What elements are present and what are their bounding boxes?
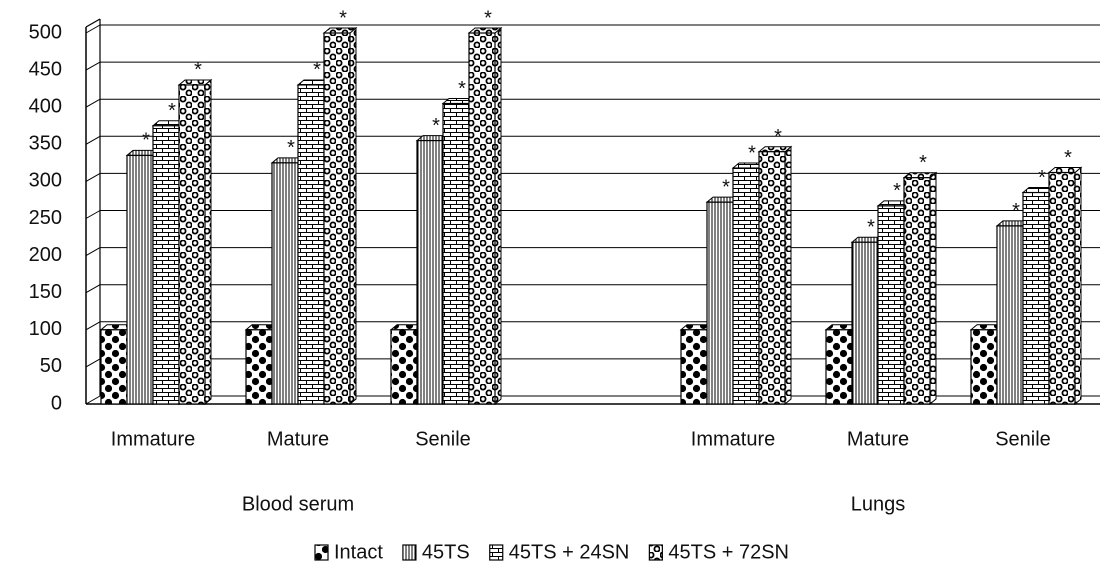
bar-front (390, 329, 418, 405)
bar-side (494, 26, 502, 406)
bar-front (152, 125, 180, 405)
wall-tick (85, 395, 101, 405)
wall-tick (85, 210, 101, 219)
significance-marker: * (1012, 200, 1020, 222)
bar (1047, 166, 1083, 406)
wall-tick (85, 284, 101, 294)
y-tick-label: 350 (29, 133, 62, 155)
wall-tick (85, 321, 101, 331)
significance-marker: * (893, 180, 901, 202)
y-tick-label: 150 (29, 281, 62, 303)
significance-marker: * (484, 7, 492, 29)
y-tick-label: 0 (51, 392, 62, 414)
bar-front (732, 167, 760, 405)
x-tick-label: Senile (995, 428, 1051, 450)
wall-tick (85, 98, 101, 108)
bar-front (903, 177, 931, 405)
y-tick-label: 250 (29, 207, 62, 229)
bar (902, 171, 938, 406)
wall-tick (85, 247, 101, 257)
y-tick-label: 400 (29, 95, 62, 117)
bar-front (996, 225, 1024, 405)
bar-front (1022, 191, 1050, 405)
x-tick-label: Senile (415, 428, 471, 450)
significance-marker: * (287, 137, 295, 159)
category-group-label: Blood serum (242, 493, 354, 515)
legend-label: 45TS + 72SN (668, 541, 789, 563)
wall-tick (85, 135, 101, 145)
wall-tick (85, 61, 101, 71)
bar-front (271, 162, 299, 405)
significance-marker: * (774, 126, 782, 148)
bar (467, 26, 503, 406)
x-tick-label: Mature (267, 428, 329, 450)
bar-front (100, 329, 128, 405)
bar-front (680, 329, 708, 405)
significance-marker: * (313, 59, 321, 81)
significance-marker: * (194, 59, 202, 81)
bar-front (442, 102, 470, 405)
y-tick-label: 500 (29, 21, 62, 43)
y-tick-label: 100 (29, 318, 62, 340)
bar-front (851, 241, 879, 405)
legend-label: 45TS + 24SN (509, 541, 630, 563)
significance-marker: * (919, 152, 927, 174)
significance-marker: * (339, 7, 347, 29)
significance-marker: * (432, 115, 440, 137)
bar (177, 78, 213, 406)
left-wall-top (85, 18, 101, 28)
bar-side (349, 26, 357, 406)
y-tick-label: 50 (40, 355, 62, 377)
legend-label: Intact (334, 541, 383, 563)
y-tick-label: 200 (29, 244, 62, 266)
bar-front (877, 205, 905, 405)
wall-tick (85, 24, 101, 34)
x-tick-label: Mature (847, 428, 909, 450)
significance-marker: * (142, 130, 150, 152)
significance-marker: * (748, 142, 756, 164)
bar-front (468, 32, 496, 405)
bar-front (178, 84, 206, 405)
bar-front (970, 329, 998, 405)
y-tick-label: 300 (29, 170, 62, 192)
bar-front (297, 84, 325, 405)
significance-marker: * (1064, 147, 1072, 169)
legend-swatch (648, 544, 663, 561)
bar-front (1048, 171, 1076, 405)
bar-front (416, 139, 444, 405)
legend-swatch (489, 544, 504, 561)
significance-marker: * (722, 176, 730, 198)
significance-marker: * (168, 100, 176, 122)
significance-marker: * (867, 217, 875, 239)
significance-marker: * (458, 78, 466, 100)
bar-side (929, 171, 937, 406)
significance-marker: * (1038, 167, 1046, 189)
x-tick-label: Immature (111, 428, 195, 450)
bar-side (1074, 166, 1082, 406)
bar-front (323, 32, 351, 405)
bar-side (204, 78, 212, 406)
bar-front (825, 329, 853, 405)
wall-tick (85, 358, 101, 368)
category-group-label: Lungs (851, 493, 906, 515)
bar (322, 26, 358, 406)
wall-tick (85, 172, 101, 182)
legend-swatch (314, 544, 329, 561)
bar-front (706, 201, 734, 405)
y-tick-label: 450 (29, 58, 62, 80)
legend: Intact 45TS 45TS + 24SN 45TS + 72SN (314, 541, 789, 563)
bar-front (126, 154, 154, 405)
legend-label: 45TS (422, 541, 470, 563)
bar-side (784, 145, 792, 406)
x-tick-label: Immature (691, 428, 775, 450)
bar-front (758, 151, 786, 405)
bar-front (245, 329, 273, 405)
legend-swatch (402, 544, 417, 561)
bar (757, 145, 793, 406)
